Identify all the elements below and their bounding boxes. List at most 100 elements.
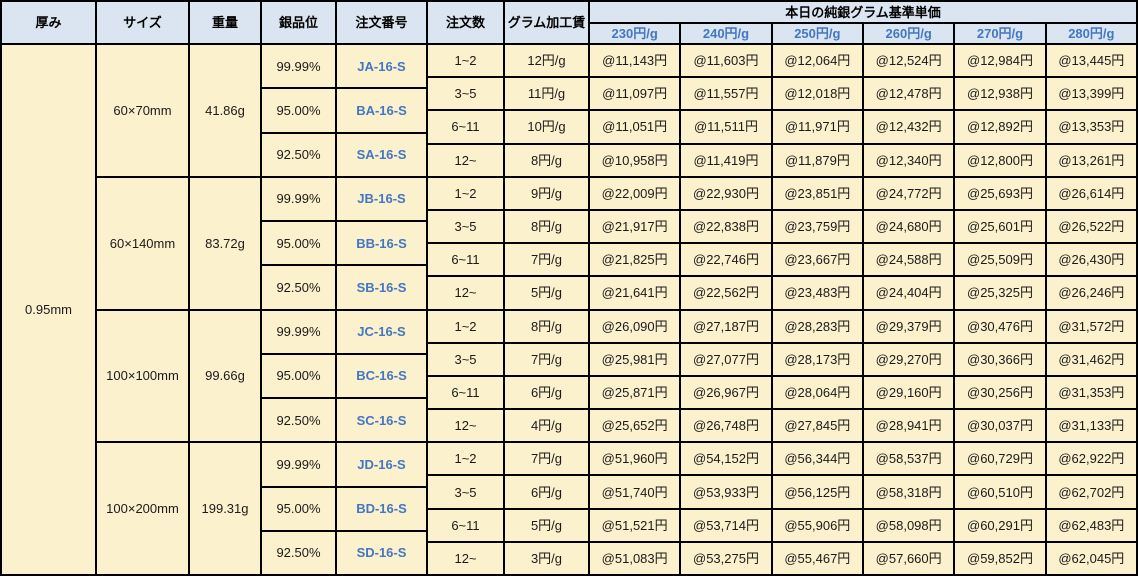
size-cell: 60×140mm — [96, 176, 189, 310]
price-cell: @27,187円 — [680, 309, 772, 343]
price-cell: @30,037円 — [954, 409, 1046, 443]
price-cell: @23,851円 — [771, 176, 863, 210]
order-qty-cell: 12~ — [427, 276, 504, 310]
price-cell: @26,967円 — [680, 375, 772, 410]
gram-fee-cell: 12円/g — [504, 44, 589, 78]
price-cell: @56,344円 — [771, 442, 863, 476]
price-cell: @60,729円 — [954, 442, 1046, 476]
price-cell: @21,641円 — [589, 276, 681, 310]
order-code-link[interactable]: JB-16-S — [336, 176, 427, 221]
price-cell: @12,800円 — [954, 143, 1046, 177]
purity-cell: 92.50% — [261, 530, 336, 575]
gram-fee-cell: 10円/g — [504, 110, 589, 144]
price-cell: @11,143円 — [589, 44, 681, 78]
price-cell: @23,667円 — [771, 243, 863, 277]
price-cell: @12,064円 — [771, 44, 863, 78]
price-cell: @24,772円 — [863, 176, 955, 210]
order-code-link[interactable]: SC-16-S — [336, 398, 427, 443]
gram-fee-cell: 8円/g — [504, 309, 589, 343]
order-qty-cell: 6~11 — [427, 508, 504, 542]
order-qty-cell: 12~ — [427, 541, 504, 575]
price-cell: @21,917円 — [589, 209, 681, 244]
price-cell: @12,340円 — [863, 143, 955, 177]
order-qty-cell: 1~2 — [427, 442, 504, 476]
price-cell: @22,746円 — [680, 243, 772, 277]
gram-fee-cell: 6円/g — [504, 475, 589, 509]
order-code-link[interactable]: SD-16-S — [336, 530, 427, 575]
price-cell: @10,958円 — [589, 143, 681, 177]
price-col-header: 250円/g — [771, 23, 863, 44]
purity-cell: 92.50% — [261, 132, 336, 177]
gram-fee-cell: 5円/g — [504, 276, 589, 310]
price-cell: @56,125円 — [771, 475, 863, 509]
price-cell: @13,399円 — [1045, 77, 1137, 111]
price-cell: @57,660円 — [863, 541, 955, 575]
price-cell: @22,838円 — [680, 209, 772, 244]
order-code-link[interactable]: SA-16-S — [336, 132, 427, 177]
order-code-link[interactable]: JA-16-S — [336, 44, 427, 89]
order-code-link[interactable]: BB-16-S — [336, 221, 427, 266]
col-header-purity: 銀品位 — [261, 1, 336, 44]
gram-fee-cell: 11円/g — [504, 77, 589, 111]
order-code-link[interactable]: JD-16-S — [336, 442, 427, 487]
price-cell: @23,483円 — [771, 276, 863, 310]
price-cell: @12,892円 — [954, 110, 1046, 144]
order-code-link[interactable]: JC-16-S — [336, 309, 427, 354]
price-cell: @29,160円 — [863, 375, 955, 410]
order-code-link[interactable]: BD-16-S — [336, 486, 427, 531]
price-cell: @12,524円 — [863, 44, 955, 78]
price-cell: @25,981円 — [589, 342, 681, 376]
price-cell: @31,572円 — [1045, 309, 1137, 343]
gram-fee-cell: 4円/g — [504, 409, 589, 443]
col-header-thickness: 厚み — [1, 1, 96, 44]
price-cell: @30,476円 — [954, 309, 1046, 343]
price-cell: @12,478円 — [863, 77, 955, 111]
order-code-link[interactable]: BA-16-S — [336, 88, 427, 133]
price-cell: @12,432円 — [863, 110, 955, 144]
price-cell: @53,275円 — [680, 541, 772, 575]
weight-cell: 83.72g — [189, 176, 261, 310]
price-cell: @55,906円 — [771, 508, 863, 542]
price-cell: @11,971円 — [771, 110, 863, 144]
price-cell: @27,845円 — [771, 409, 863, 443]
order-qty-cell: 6~11 — [427, 375, 504, 410]
order-qty-cell: 1~2 — [427, 309, 504, 343]
col-header-order-number: 注文番号 — [336, 1, 427, 44]
purity-cell: 92.50% — [261, 398, 336, 443]
price-cell: @25,325円 — [954, 276, 1046, 310]
price-cell: @26,748円 — [680, 409, 772, 443]
price-cell: @60,291円 — [954, 508, 1046, 542]
col-header-gram-fee: グラム加工賃 — [504, 1, 589, 44]
price-cell: @25,871円 — [589, 375, 681, 410]
price-cell: @25,652円 — [589, 409, 681, 443]
price-cell: @58,318円 — [863, 475, 955, 509]
price-cell: @59,852円 — [954, 541, 1046, 575]
price-cell: @22,009円 — [589, 176, 681, 210]
size-cell: 60×70mm — [96, 44, 189, 177]
price-cell: @26,246円 — [1045, 276, 1137, 310]
price-cell: @51,960円 — [589, 442, 681, 476]
order-qty-cell: 3~5 — [427, 342, 504, 376]
price-cell: @55,467円 — [771, 541, 863, 575]
order-code-link[interactable]: SB-16-S — [336, 265, 427, 310]
price-cell: @30,256円 — [954, 375, 1046, 410]
price-cell: @13,261円 — [1045, 143, 1137, 177]
price-cell: @22,562円 — [680, 276, 772, 310]
weight-cell: 41.86g — [189, 44, 261, 177]
price-cell: @11,879円 — [771, 143, 863, 177]
purity-cell: 99.99% — [261, 176, 336, 221]
weight-cell: 199.31g — [189, 442, 261, 575]
price-cell: @11,097円 — [589, 77, 681, 111]
price-cell: @29,379円 — [863, 309, 955, 343]
price-cell: @30,366円 — [954, 342, 1046, 376]
price-cell: @12,018円 — [771, 77, 863, 111]
purity-cell: 92.50% — [261, 265, 336, 310]
order-qty-cell: 12~ — [427, 143, 504, 177]
price-cell: @53,933円 — [680, 475, 772, 509]
order-code-link[interactable]: BC-16-S — [336, 353, 427, 398]
price-cell: @58,098円 — [863, 508, 955, 542]
price-cell: @62,702円 — [1045, 475, 1137, 509]
price-cell: @11,603円 — [680, 44, 772, 78]
price-cell: @13,353円 — [1045, 110, 1137, 144]
